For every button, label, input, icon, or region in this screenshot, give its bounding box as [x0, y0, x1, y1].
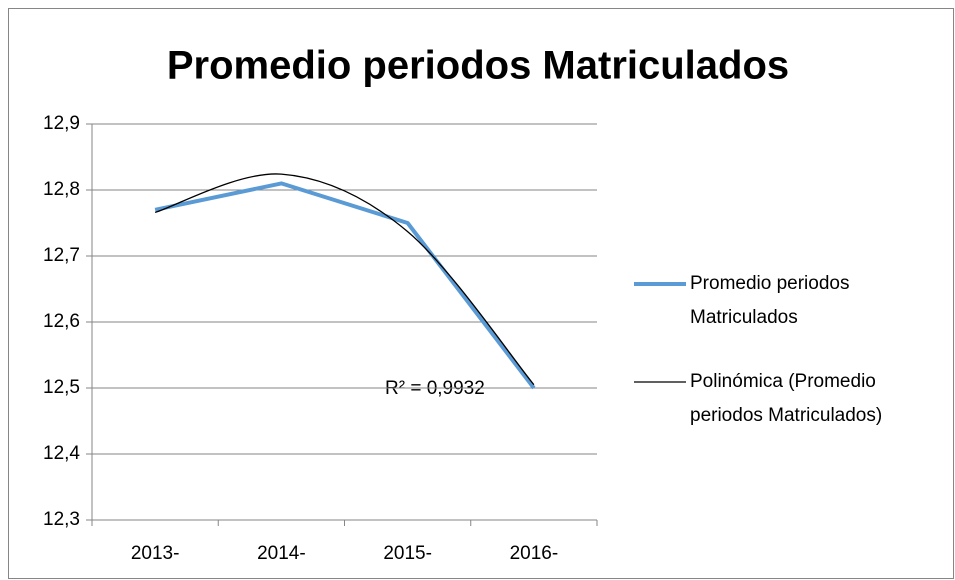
- y-tick-label: 12,9: [43, 113, 80, 134]
- y-tick-label: 12,7: [43, 245, 80, 266]
- y-tick-label: 12,5: [43, 377, 80, 398]
- x-tick-label: 2014-: [257, 543, 306, 564]
- x-tick-label: 2016-: [510, 543, 559, 564]
- y-tick-label: 12,3: [43, 509, 80, 530]
- legend-entry: Promedio periodos Matriculados: [690, 273, 850, 328]
- series-line: [154, 181, 536, 390]
- y-tick-label: 12,4: [43, 443, 80, 464]
- y-tick-label: 12,6: [43, 311, 80, 332]
- y-tick-label: 12,8: [43, 179, 80, 200]
- chart-title: Promedio periodos Matriculados: [167, 44, 789, 88]
- trendline: [154, 173, 535, 386]
- x-tick-label: 2013-: [131, 543, 180, 564]
- x-tick-label: 2015-: [383, 543, 432, 564]
- legend-entry: Polinómica (Promedio periodos Matriculad…: [690, 371, 883, 426]
- chart-border: [8, 8, 954, 579]
- r-squared-label: R² = 0,9932: [385, 378, 485, 399]
